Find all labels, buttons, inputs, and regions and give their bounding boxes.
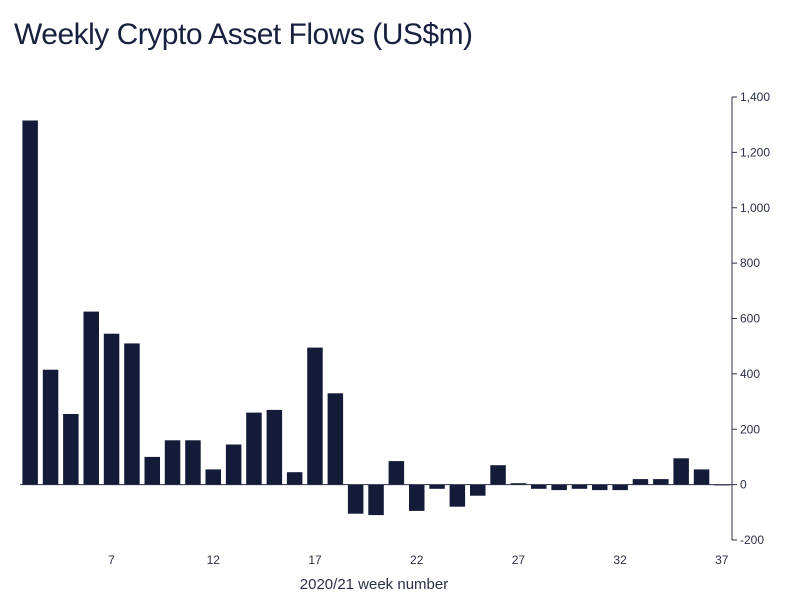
x-tick-label: 37 <box>715 553 729 567</box>
bar-week-30 <box>571 484 588 489</box>
x-tick-label: 17 <box>308 553 322 567</box>
bar-week-17 <box>307 347 323 485</box>
x-axis: 7 12 17 22 27 32 37 <box>20 484 732 567</box>
x-tick-label: 12 <box>207 553 221 567</box>
bar-week-22 <box>409 484 425 511</box>
bar-week-15 <box>266 409 283 485</box>
y-tick-label: 0 <box>740 478 747 492</box>
bar-week-6 <box>83 311 99 485</box>
bar-week-20 <box>368 484 384 516</box>
bar-week-26 <box>490 465 506 485</box>
chart-title: Weekly Crypto Asset Flows (US$m) <box>14 18 473 51</box>
bar-week-14 <box>246 412 262 485</box>
y-tick-label: 400 <box>740 367 760 381</box>
bar-week-24 <box>449 484 466 507</box>
bar-week-33 <box>632 479 649 485</box>
bar-week-29 <box>551 484 567 491</box>
y-tick-label: -200 <box>740 533 764 547</box>
x-tick-label: 32 <box>613 553 627 567</box>
x-axis-label: 2020/21 week number <box>300 576 448 593</box>
bar-week-31 <box>592 484 608 491</box>
x-tick-label: 27 <box>512 553 526 567</box>
bar-week-12 <box>205 469 221 485</box>
bar-week-5 <box>63 414 79 485</box>
bar-week-27 <box>510 483 527 485</box>
bar-week-34 <box>653 479 669 485</box>
bars-group <box>22 120 730 516</box>
bar-week-36 <box>693 469 710 485</box>
bar-week-4 <box>42 369 59 485</box>
y-tick-label: 600 <box>740 312 760 326</box>
x-tick-label: 22 <box>410 553 424 567</box>
bar-week-8 <box>124 343 140 485</box>
bar-week-25 <box>470 484 486 496</box>
bar-week-35 <box>673 458 689 485</box>
bar-week-28 <box>531 484 547 489</box>
y-tick-label: 1,200 <box>740 145 770 159</box>
y-tick-label: 200 <box>740 422 760 436</box>
bar-week-18 <box>327 393 344 485</box>
bar-week-9 <box>144 456 160 485</box>
bar-week-23 <box>429 484 445 489</box>
y-tick-label: 1,400 <box>740 90 770 104</box>
bar-week-10 <box>164 440 181 485</box>
bar-week-16 <box>286 472 303 485</box>
y-axis: 1,400 1,200 1,000 800 600 400 200 0 -200 <box>731 90 770 547</box>
bar-week-11 <box>185 440 201 485</box>
bar-week-32 <box>612 484 628 491</box>
bar-week-3 <box>22 120 38 485</box>
y-tick-label: 1,000 <box>740 201 770 215</box>
bar-week-21 <box>388 461 405 485</box>
y-tick-label: 800 <box>740 256 760 270</box>
bar-week-7 <box>103 333 120 485</box>
x-tick-label: 7 <box>108 553 115 567</box>
bar-week-19 <box>347 484 364 514</box>
bar-week-13 <box>225 444 242 485</box>
